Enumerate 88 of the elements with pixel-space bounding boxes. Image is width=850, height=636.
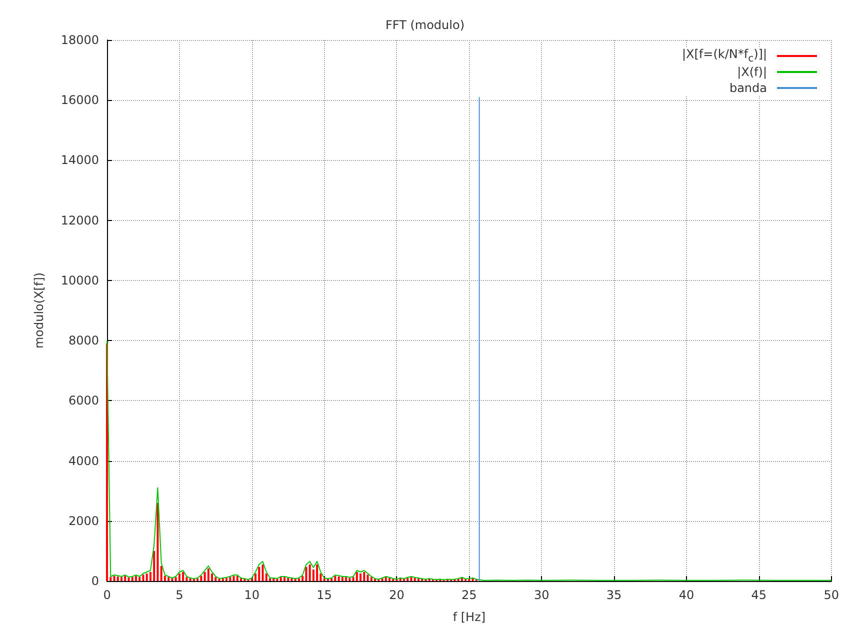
bar <box>222 578 224 581</box>
x-tick-label: 20 <box>389 588 404 602</box>
bar <box>214 577 217 581</box>
bar <box>113 576 116 581</box>
bar <box>120 577 122 581</box>
x-tick-label: 15 <box>316 588 332 602</box>
bar <box>174 577 177 581</box>
bar <box>334 576 336 581</box>
bar <box>414 578 416 581</box>
bar <box>384 577 387 581</box>
bar <box>146 573 148 581</box>
bar <box>406 578 409 581</box>
bar <box>410 577 412 581</box>
legend-label: banda <box>729 81 767 95</box>
bar <box>388 578 390 581</box>
bar <box>345 577 348 581</box>
y-tick-label: 0 <box>91 574 99 588</box>
bar <box>171 578 174 581</box>
y-tick-label: 14000 <box>60 153 99 168</box>
y-axis-title: modulo(X[f]) <box>32 272 46 349</box>
bar <box>338 576 340 581</box>
bar <box>142 574 144 581</box>
bar <box>460 578 463 581</box>
bar <box>189 578 192 581</box>
bar <box>182 572 184 581</box>
y-tick-label: 10000 <box>60 273 99 288</box>
bar <box>370 577 372 581</box>
bar <box>258 566 260 581</box>
y-tick-label: 12000 <box>60 213 99 228</box>
bar <box>236 576 238 581</box>
bar <box>262 564 264 581</box>
y-tick-label: 8000 <box>68 334 99 348</box>
y-tick-label: 4000 <box>68 454 99 468</box>
bar <box>417 578 420 581</box>
bar <box>265 573 268 581</box>
x-tick-label: 30 <box>534 588 550 602</box>
bar <box>283 577 286 581</box>
x-tick-label: 50 <box>824 588 840 602</box>
x-tick-label: 0 <box>103 588 111 602</box>
bar <box>290 578 293 581</box>
x-tick-label: 35 <box>606 588 622 602</box>
x-tick-label: 25 <box>462 588 477 602</box>
legend-label: |X(f)| <box>737 65 767 79</box>
bar <box>196 578 199 581</box>
bar <box>287 578 290 581</box>
y-tick-label: 6000 <box>68 394 99 408</box>
bar <box>131 577 134 581</box>
bar <box>348 578 351 581</box>
bar <box>156 502 159 581</box>
bar <box>178 573 180 581</box>
bar <box>399 578 402 581</box>
bar <box>341 577 344 581</box>
bar <box>168 577 170 581</box>
y-tick-label: 18000 <box>60 33 99 47</box>
bar <box>356 572 358 581</box>
x-axis-title: f [Hz] <box>452 610 486 624</box>
bar <box>316 564 318 581</box>
bar <box>124 576 126 581</box>
bar <box>366 574 369 581</box>
x-tick-label: 5 <box>176 588 184 602</box>
bar <box>134 576 137 581</box>
bar <box>160 566 162 581</box>
y-tick-label: 2000 <box>68 514 99 528</box>
bar <box>360 573 362 581</box>
bar <box>204 572 206 581</box>
bar <box>229 577 232 581</box>
x-tick-label: 40 <box>678 588 694 602</box>
bar <box>138 577 141 581</box>
bar <box>305 566 308 581</box>
bar <box>240 578 242 581</box>
x-tick-label: 45 <box>751 588 767 602</box>
bar <box>381 578 384 581</box>
bar <box>207 568 210 581</box>
bar <box>330 578 333 581</box>
legend-label: |X[f=(k/N*f$_{c}$)]| <box>682 47 767 65</box>
chart-title: FFT (modulo) <box>385 18 465 32</box>
bar <box>298 578 300 581</box>
bar <box>116 576 119 581</box>
bar <box>323 578 326 581</box>
y-tick-label: 16000 <box>60 93 99 108</box>
bar <box>272 578 275 581</box>
bar <box>363 572 366 581</box>
bar <box>280 577 282 581</box>
bar <box>232 576 235 581</box>
bar <box>200 576 202 581</box>
x-tick-label: 10 <box>244 588 260 602</box>
bar <box>226 578 228 581</box>
bar <box>308 564 311 581</box>
